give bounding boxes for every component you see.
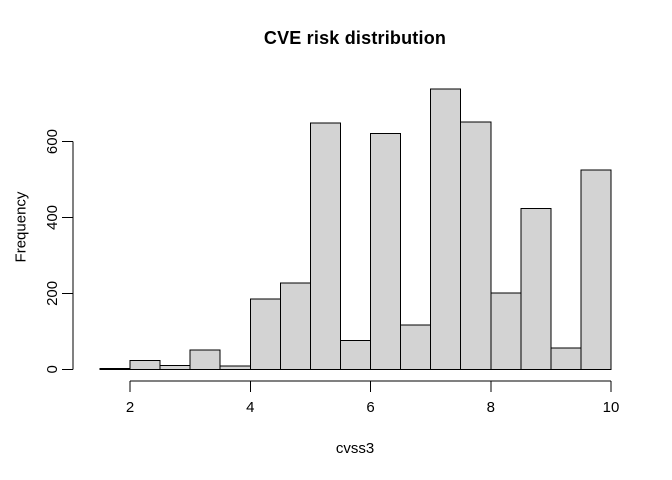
histogram-bar [520,207,552,370]
x-axis-tick-label: 2 [126,399,134,416]
x-axis-title: cvss3 [335,440,375,457]
histogram-bar [99,368,131,370]
histogram-bar [550,347,582,370]
x-axis-tick-label: 10 [603,399,620,416]
histogram-bar [279,282,311,370]
histogram-bar [249,298,281,370]
histogram-bar [309,122,341,370]
x-axis-tick-label: 8 [487,399,495,416]
x-axis-tick-label: 4 [246,399,254,416]
chart-title: CVE risk distribution [263,28,447,48]
histogram-bar [159,365,191,370]
x-axis-tick-label: 6 [366,399,374,416]
histogram-bar [460,121,492,370]
histogram-bar [189,349,221,370]
histogram-bar [370,132,402,370]
y-axis-tick-label: 400 [44,205,61,230]
histogram-bar [219,365,251,370]
y-axis-tick-label: 0 [44,365,61,373]
y-axis-tick-label: 600 [44,129,61,154]
histogram-bar [490,292,522,370]
histogram-bar [430,88,462,370]
histogram-bar [339,340,371,370]
histogram-bar [129,360,161,370]
histogram-bar [400,324,432,370]
y-axis-tick-label: 200 [44,281,61,306]
histogram-bar [580,169,612,370]
